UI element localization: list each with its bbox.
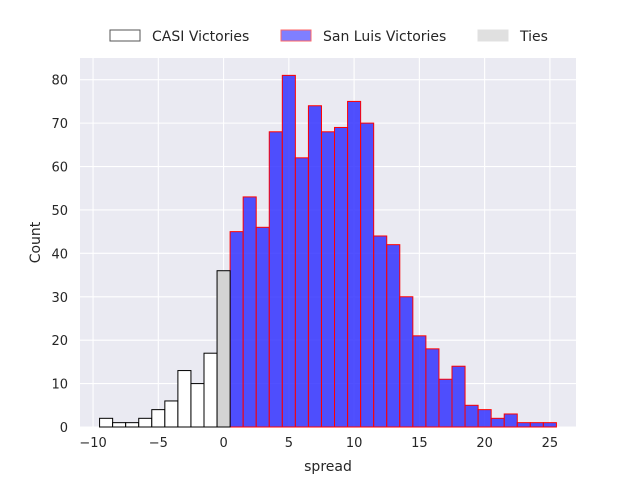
- san-luis-bar: [229, 231, 244, 428]
- legend-label: San Luis Victories: [323, 29, 446, 45]
- x-tick-label: −5: [149, 436, 168, 451]
- x-tick-label: −10: [79, 436, 106, 451]
- san-luis-bar: [255, 226, 270, 428]
- san-luis-bar: [529, 422, 544, 428]
- san-luis-bar: [438, 378, 453, 428]
- san-luis-bar: [373, 235, 388, 428]
- casi-bar: [99, 417, 114, 428]
- casi-bar: [203, 352, 218, 428]
- y-axis-label: Count: [28, 221, 44, 263]
- y-tick-label: 80: [51, 74, 68, 89]
- casi-bar: [164, 400, 179, 428]
- san-luis-bar: [320, 131, 336, 428]
- san-luis-bar: [399, 296, 414, 428]
- san-luis-bar: [242, 196, 257, 428]
- san-luis-bar: [490, 417, 505, 428]
- y-axis-ticks: 0 10 20 30 40 50 60 70 80: [51, 74, 68, 436]
- x-tick-label: 20: [476, 436, 493, 451]
- san-luis-bar: [542, 422, 557, 428]
- casi-bar: [112, 422, 127, 428]
- san-luis-bar: [503, 413, 518, 428]
- y-tick-label: 50: [51, 204, 68, 219]
- casi-bar: [125, 422, 140, 428]
- casi-bar: [177, 370, 192, 428]
- san-luis-bar: [360, 122, 375, 428]
- san-luis-bar: [477, 409, 492, 428]
- y-tick-label: 0: [60, 421, 68, 436]
- y-tick-label: 30: [51, 291, 68, 306]
- legend: CASI Victories San Luis Victories Ties: [109, 29, 548, 45]
- casi-bar: [151, 409, 166, 428]
- san-luis-bar: [268, 131, 283, 428]
- x-axis-label: spread: [304, 459, 352, 475]
- histogram-bars: [99, 74, 557, 428]
- casi-bar: [138, 417, 153, 428]
- x-tick-label: 5: [285, 436, 293, 451]
- san-luis-bar: [412, 335, 427, 428]
- legend-label: Ties: [519, 29, 548, 45]
- san-luis-bar: [464, 404, 479, 428]
- y-tick-label: 40: [51, 247, 68, 262]
- y-tick-label: 70: [51, 117, 68, 132]
- san-luis-bar: [386, 244, 401, 428]
- casi-bar: [190, 383, 205, 428]
- san-luis-bar: [307, 105, 322, 428]
- legend-label: CASI Victories: [152, 29, 249, 45]
- y-tick-label: 20: [51, 334, 68, 349]
- san-luis-bar: [425, 348, 440, 428]
- san-luis-bar: [516, 422, 531, 428]
- san-luis-bar: [294, 157, 309, 428]
- legend-swatch-casi: [109, 29, 141, 42]
- x-tick-label: 0: [219, 436, 227, 451]
- san-luis-bar: [347, 100, 362, 428]
- x-tick-label: 10: [346, 436, 363, 451]
- x-axis-ticks: −10 −5 0 5 10 15 20 25: [79, 436, 558, 451]
- legend-swatch-ties: [477, 29, 509, 42]
- san-luis-bar: [451, 365, 466, 428]
- x-tick-label: 15: [411, 436, 428, 451]
- x-tick-label: 25: [542, 436, 559, 451]
- y-tick-label: 60: [51, 161, 68, 176]
- san-luis-bar: [281, 74, 296, 428]
- legend-swatch-san-luis: [280, 29, 312, 42]
- ties-bar: [216, 270, 231, 428]
- san-luis-bar: [334, 126, 349, 428]
- y-tick-label: 10: [51, 378, 68, 393]
